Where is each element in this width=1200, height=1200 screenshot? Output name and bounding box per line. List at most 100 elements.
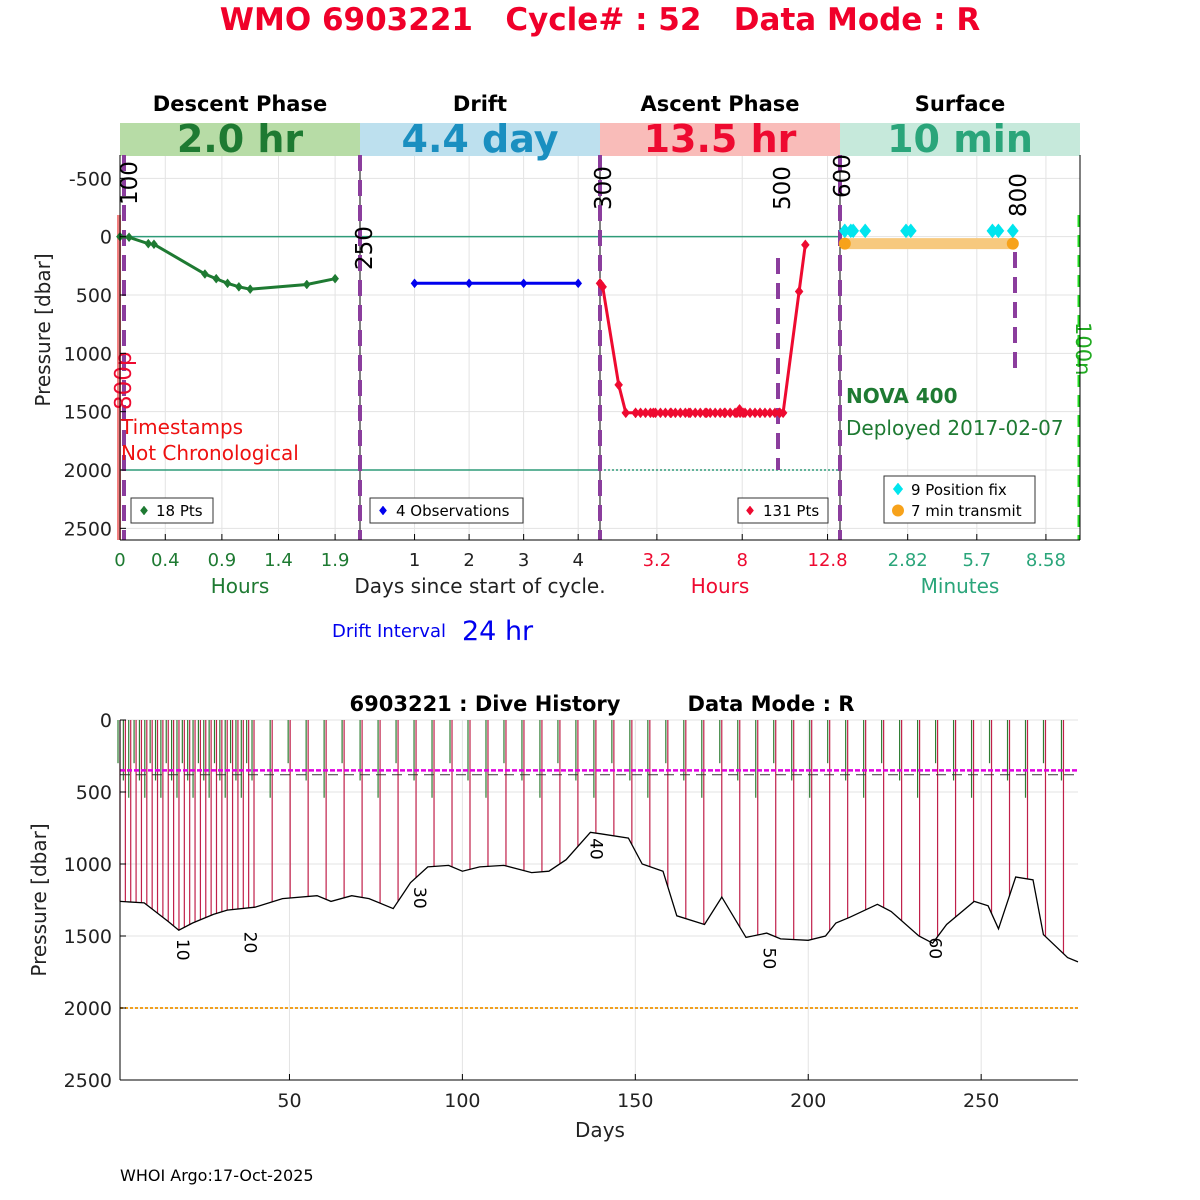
history-y-axis-title: Pressure [dbar] bbox=[27, 823, 51, 976]
phase-duration: 2.0 hr bbox=[177, 117, 304, 161]
y-tick-label: 1500 bbox=[64, 402, 112, 424]
x-tick-label: 12.8 bbox=[808, 550, 848, 571]
deployment-date-label: Deployed 2017-02-07 bbox=[846, 416, 1064, 440]
descent-point bbox=[302, 279, 311, 290]
surface-legend bbox=[883, 475, 1036, 524]
history-y-tick-label: 500 bbox=[76, 782, 112, 804]
cycle-number-label: 60 bbox=[924, 937, 944, 959]
history-y-tick-label: 2500 bbox=[64, 1070, 112, 1092]
profile-depth-line bbox=[119, 831, 1079, 963]
history-x-tick-label: 50 bbox=[277, 1090, 301, 1112]
history-y-tick-label: 1000 bbox=[64, 854, 112, 876]
y-tick-label: 1000 bbox=[64, 343, 112, 365]
side-label-100n: 100n bbox=[1071, 322, 1095, 375]
position-fix-legend-text: 9 Position fix bbox=[911, 481, 1007, 499]
phase-name: Surface bbox=[915, 92, 1005, 116]
history-y-tick-label: 1500 bbox=[64, 926, 112, 948]
position-fix-legend-marker bbox=[892, 482, 904, 496]
cycle-number-label: 10 bbox=[172, 939, 192, 961]
descent-point bbox=[234, 281, 243, 292]
cycle-x-axis-title: Days since start of cycle. bbox=[354, 574, 605, 598]
side-label-800p: 800p bbox=[111, 352, 137, 411]
history-x-tick-label: 100 bbox=[444, 1090, 480, 1112]
y-tick-label: 0 bbox=[100, 227, 112, 249]
phase-duration: 4.4 day bbox=[402, 117, 559, 161]
x-tick-label: 8.58 bbox=[1026, 550, 1066, 571]
y-axis-title: Pressure [dbar] bbox=[31, 253, 55, 406]
x-tick-label: 0.9 bbox=[208, 550, 237, 571]
descent-point bbox=[144, 238, 153, 249]
descent-point bbox=[223, 278, 232, 289]
pressure-marker-label: 500 bbox=[770, 166, 796, 210]
history-data-mode: Data Mode : R bbox=[688, 692, 855, 716]
ascent-point bbox=[621, 407, 631, 419]
y-tick-label: 500 bbox=[76, 285, 112, 307]
pressure-marker-label: 300 bbox=[591, 166, 617, 210]
drift-point bbox=[519, 278, 528, 289]
x-tick-label: 1.9 bbox=[321, 550, 350, 571]
pressure-marker-label: 600 bbox=[830, 154, 856, 198]
phase-duration: 10 min bbox=[887, 117, 1033, 161]
history-x-tick-label: 150 bbox=[617, 1090, 653, 1112]
descent-legend-text: 18 Pts bbox=[156, 502, 203, 520]
phase-x-axis-title: Hours bbox=[211, 574, 270, 598]
history-x-axis-title: Days bbox=[575, 1118, 625, 1142]
cycle-number-label: 30 bbox=[409, 887, 429, 909]
history-title: 6903221 : Dive History bbox=[350, 692, 621, 716]
transmit-point bbox=[1006, 237, 1019, 250]
pressure-marker-label: 800 bbox=[1006, 173, 1032, 217]
descent-point bbox=[200, 269, 209, 279]
phase-x-axis-title: Hours bbox=[691, 574, 750, 598]
x-tick-label: 3.2 bbox=[643, 550, 672, 571]
drift-point bbox=[574, 278, 583, 289]
y-tick-label: 2500 bbox=[64, 518, 112, 540]
position-fix-point bbox=[904, 223, 917, 239]
history-x-tick-label: 200 bbox=[790, 1090, 826, 1112]
x-tick-label: 2 bbox=[463, 550, 474, 571]
position-fix-point bbox=[847, 223, 860, 239]
phase-name: Drift bbox=[453, 92, 507, 116]
position-fix-point bbox=[1006, 223, 1019, 239]
warning-text-line1: Timestamps bbox=[120, 415, 243, 439]
ascent-profile-line bbox=[598, 244, 807, 415]
x-tick-label: 0 bbox=[114, 550, 125, 571]
history-y-tick-label: 2000 bbox=[64, 998, 112, 1020]
warning-text-line2: Not Chronological bbox=[121, 441, 299, 465]
phase-name: Ascent Phase bbox=[641, 92, 800, 116]
figure-title: WMO 6903221 Cycle# : 52 Data Mode : R bbox=[219, 2, 981, 38]
drift-point bbox=[465, 278, 474, 289]
drift-legend-marker bbox=[379, 505, 387, 516]
phase-header-band bbox=[600, 123, 840, 156]
ascent-point bbox=[775, 407, 785, 419]
y-tick-label: 2000 bbox=[64, 460, 112, 482]
descent-point bbox=[150, 239, 158, 250]
ascent-point bbox=[598, 281, 607, 293]
footer-credit: WHOI Argo:17-Oct-2025 bbox=[120, 1166, 314, 1185]
history-x-tick-label: 250 bbox=[963, 1090, 999, 1112]
x-tick-label: 0.4 bbox=[151, 550, 180, 571]
position-fix-point bbox=[859, 223, 872, 239]
descent-point bbox=[246, 284, 255, 295]
phase-header-band bbox=[840, 123, 1080, 156]
phase-header-band bbox=[360, 123, 600, 156]
x-tick-label: 2.82 bbox=[888, 550, 928, 571]
ascent-point bbox=[794, 286, 804, 297]
x-tick-label: 8 bbox=[736, 550, 747, 571]
drift-interval-value: 24 hr bbox=[462, 616, 534, 647]
transmit-point bbox=[838, 237, 851, 250]
ascent-point bbox=[801, 239, 810, 251]
drift-point bbox=[410, 278, 419, 289]
descent-point bbox=[125, 232, 133, 243]
drift-legend-text: 4 Observations bbox=[396, 502, 510, 520]
drift-legend bbox=[369, 497, 524, 524]
cycle-number-label: 40 bbox=[585, 838, 605, 860]
x-tick-label: 5.7 bbox=[962, 550, 991, 571]
ascent-legend-marker bbox=[746, 505, 754, 516]
descent-legend-marker bbox=[140, 505, 148, 516]
transmit-legend-text: 7 min transmit bbox=[911, 502, 1022, 520]
drift-interval-label: Drift Interval bbox=[332, 621, 446, 642]
x-tick-label: 3 bbox=[518, 550, 529, 571]
y-tick-label: -500 bbox=[69, 168, 112, 190]
x-tick-label: 1 bbox=[409, 550, 420, 571]
